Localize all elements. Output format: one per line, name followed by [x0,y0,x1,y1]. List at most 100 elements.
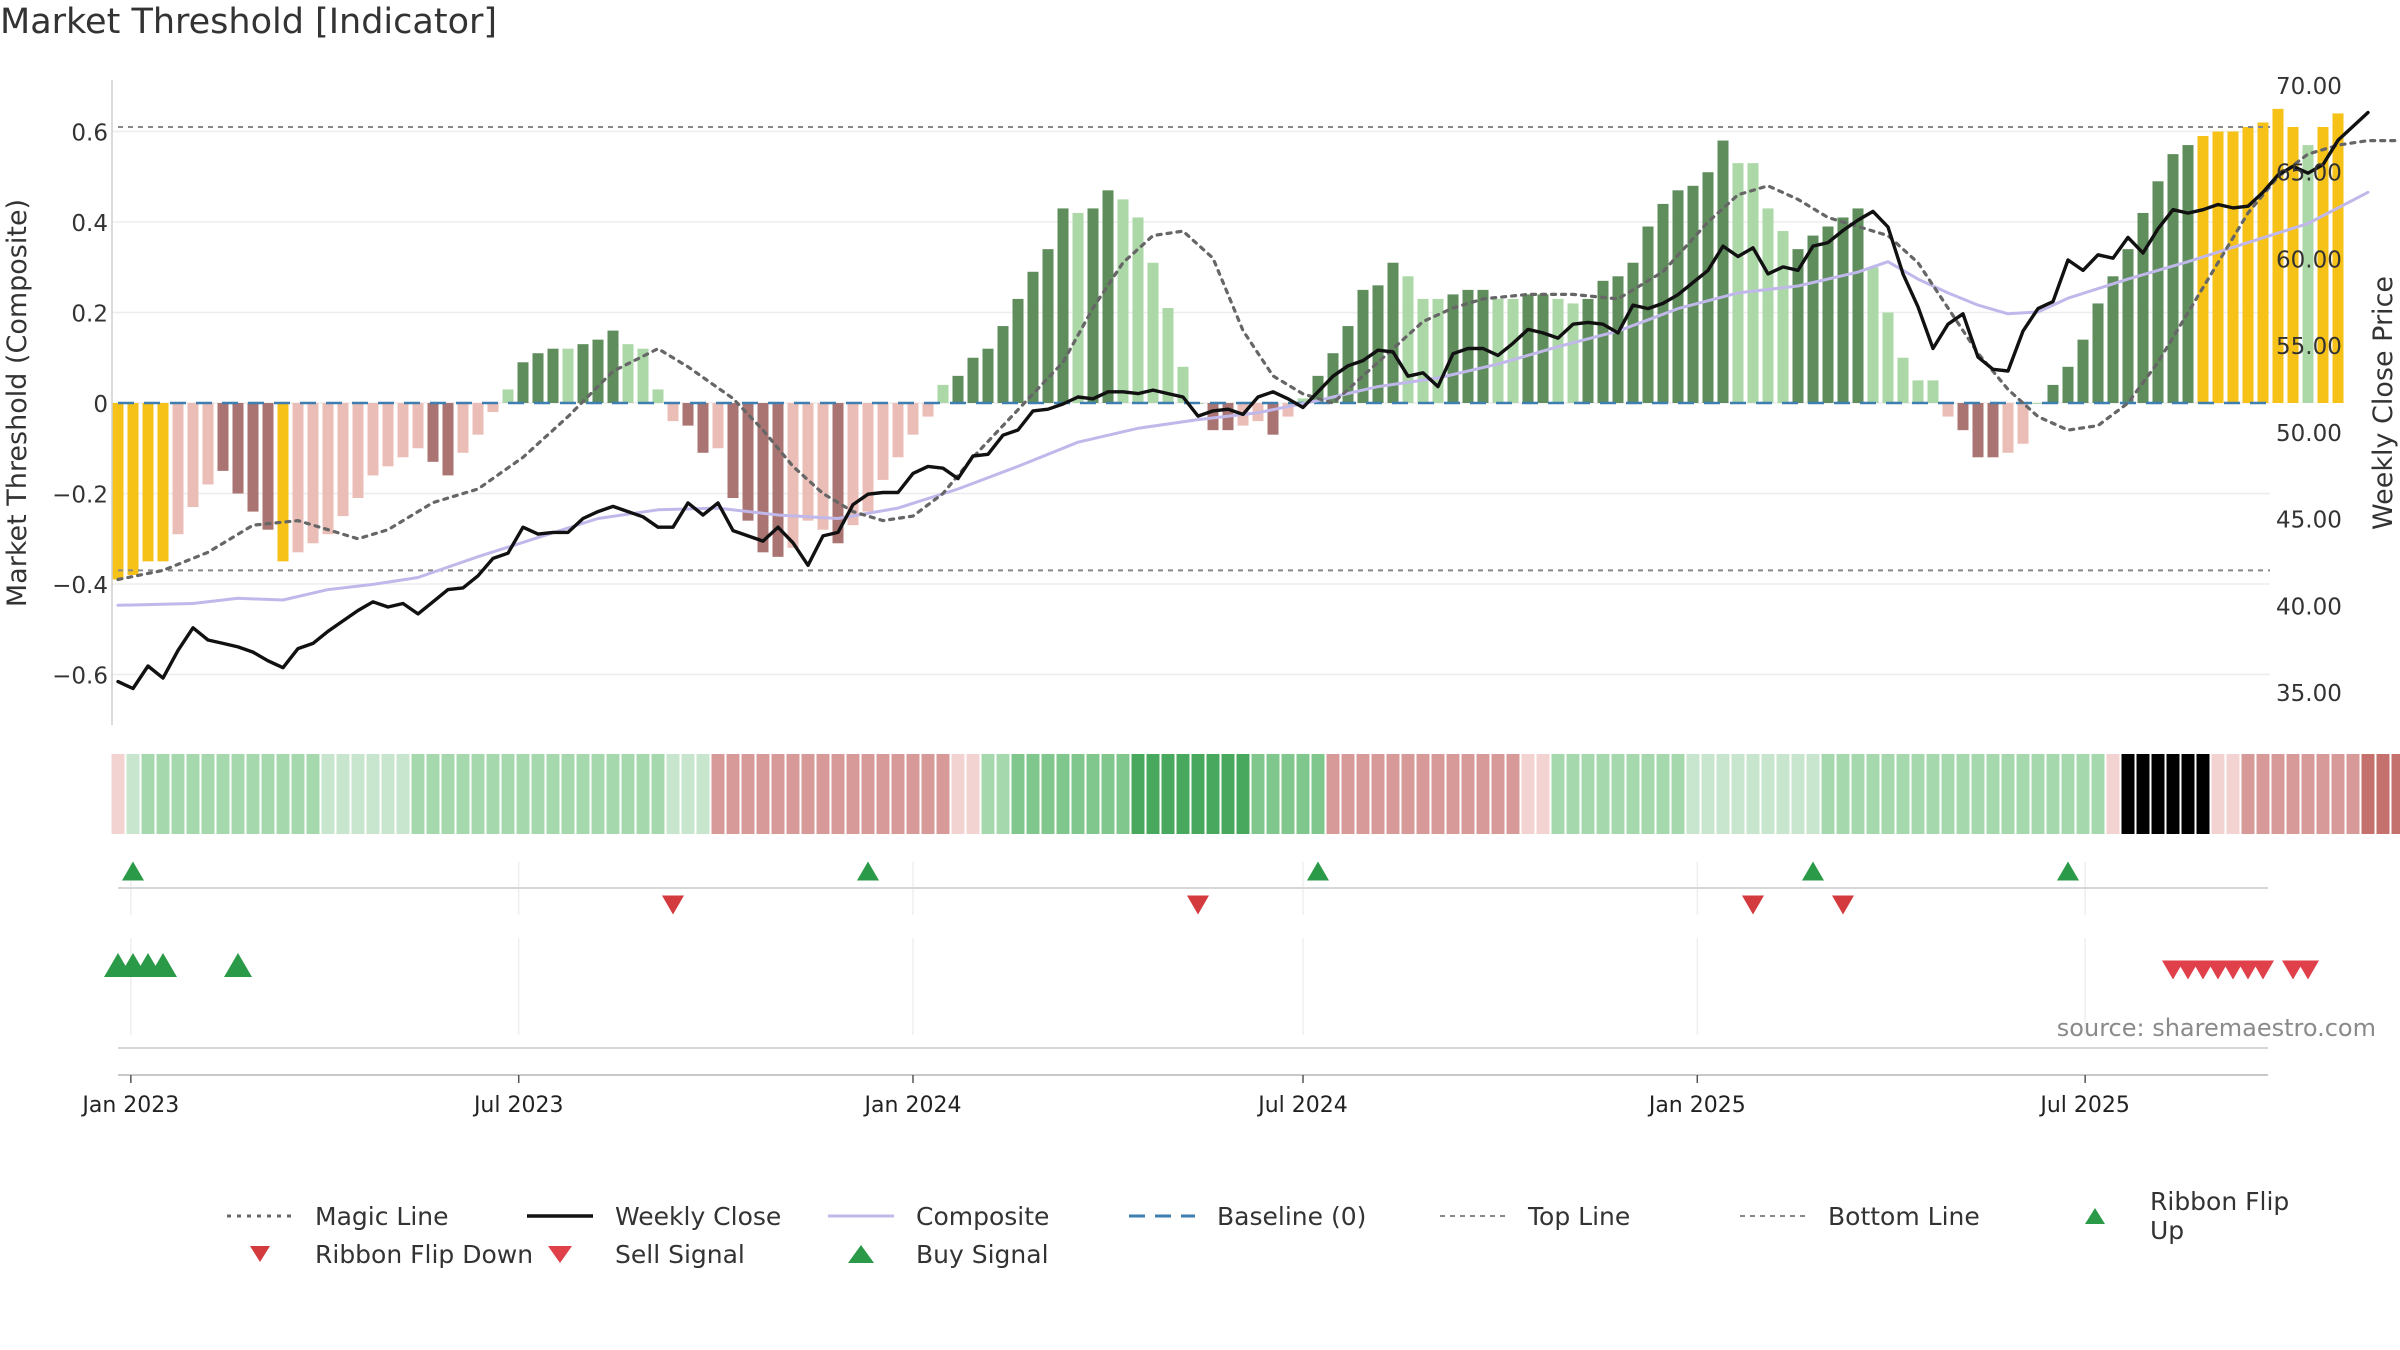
ribbon-cell [861,754,875,834]
threshold-bar [562,348,574,403]
threshold-bar [2032,403,2044,404]
ribbon-cell [1806,754,1820,834]
threshold-bar [487,403,499,413]
ribbon-cell [2241,754,2255,834]
threshold-bar [727,403,739,499]
ribbon-flip-up-marker [857,861,879,881]
threshold-bar [1807,235,1819,403]
threshold-bar [1597,280,1609,403]
ribbon-cell [396,754,410,834]
ribbon-cell [1626,754,1640,834]
threshold-bar [172,403,184,535]
ribbon-flip-down-marker [1832,895,1854,915]
ribbon-cell [996,754,1010,834]
ribbon-cell [1671,754,1685,834]
threshold-bar [2182,145,2194,403]
threshold-bar [1567,303,1579,403]
threshold-bar [457,403,469,453]
series-lines [116,110,2400,691]
ribbon-cell [516,754,530,834]
threshold-bar [1267,403,1279,435]
ribbon-cell [576,754,590,834]
threshold-bar [1462,289,1474,403]
sell-signal-marker [2192,960,2214,980]
threshold-bar [547,348,559,403]
ribbon-strip [111,754,2400,834]
threshold-bar [2017,403,2029,444]
threshold-bar [1792,249,1804,403]
x-tick-label: Jul 2023 [472,1093,564,1118]
ribbon-cell [486,754,500,834]
threshold-bar [1522,294,1534,403]
ribbon-cell [666,754,680,834]
ribbon-cell [1251,754,1265,834]
ribbon-cell [1206,754,1220,834]
y2-tick-label: 55.00 [2276,334,2342,360]
legend-item-sell: Sell Signal [525,1235,745,1273]
y2-tick-label: 35.00 [2276,681,2342,707]
ribbon-cell [786,754,800,834]
ribbon-cell [1476,754,1490,834]
ribbon-cell [1446,754,1460,834]
threshold-bar [1432,298,1444,403]
ribbon-cell [681,754,695,834]
ribbon-cell [1716,754,1730,834]
legend-label: Ribbon Flip Up [2150,1187,2290,1245]
ribbon-cell [2121,754,2135,834]
ribbon-cell [711,754,725,834]
ribbon-cell [2346,754,2360,834]
threshold-bar [1897,357,1909,403]
legend-item-buy: Buy Signal [826,1235,1049,1273]
threshold-bar [1642,226,1654,403]
threshold-bar [1507,298,1519,403]
ribbon-cell [216,754,230,834]
legend-item-bottom: Bottom Line [1738,1197,1980,1235]
threshold-bar [877,403,889,480]
threshold-bar [2167,154,2179,403]
legend-item-magic: Magic Line [225,1197,449,1235]
threshold-bar [262,403,274,530]
ribbon-cell [1281,754,1295,834]
ribbon-cell [231,754,245,834]
ribbon-cell [1131,754,1145,834]
sell-signal-marker [2282,960,2304,980]
threshold-bar [1702,172,1714,403]
ribbon-cell [2301,754,2315,834]
legend-label: Composite [916,1201,1050,1231]
ribbon-cell [1566,754,1580,834]
y2-tick-label: 60.00 [2276,247,2342,273]
threshold-bar [2257,122,2269,403]
ribbon-cell [336,754,350,834]
ribbon-cell [2211,754,2225,834]
x-axis: Jan 2023 Jul 2023 Jan 2024 Jul 2024 Jan 2025… [80,1074,2268,1118]
ribbon-cell [1416,754,1430,834]
threshold-bar [1132,217,1144,403]
threshold-bar [817,403,829,530]
threshold-bar [862,403,874,512]
source-note: source: sharemaestro.com [2056,1014,2376,1042]
ribbon-cell [1041,754,1055,834]
ribbon-cell [1941,754,1955,834]
threshold-bar [1357,289,1369,403]
ribbon-cell [2001,754,2015,834]
threshold-bar [1837,217,1849,403]
ribbon-cell [1341,754,1355,834]
y-axis-title: Market Threshold (Composite) [2,199,33,607]
y-tick-label: −0.4 [52,573,108,599]
legend-swatch-close [527,1214,593,1218]
threshold-bar [232,403,244,494]
threshold-bar [1927,380,1939,403]
threshold-bar [832,403,844,544]
threshold-bar [1612,276,1624,403]
y2-tick-label: 45.00 [2276,508,2342,534]
ribbon-cell [1326,754,1340,834]
ribbon-cell [2376,754,2390,834]
threshold-bar [592,339,604,403]
ribbon-cell [1311,754,1325,834]
ribbon-cell [1506,754,1520,834]
threshold-bar [2287,126,2299,403]
threshold-bar [967,357,979,403]
ribbon-cell [561,754,575,834]
threshold-bar [352,403,364,499]
ribbon-cell [366,754,380,834]
